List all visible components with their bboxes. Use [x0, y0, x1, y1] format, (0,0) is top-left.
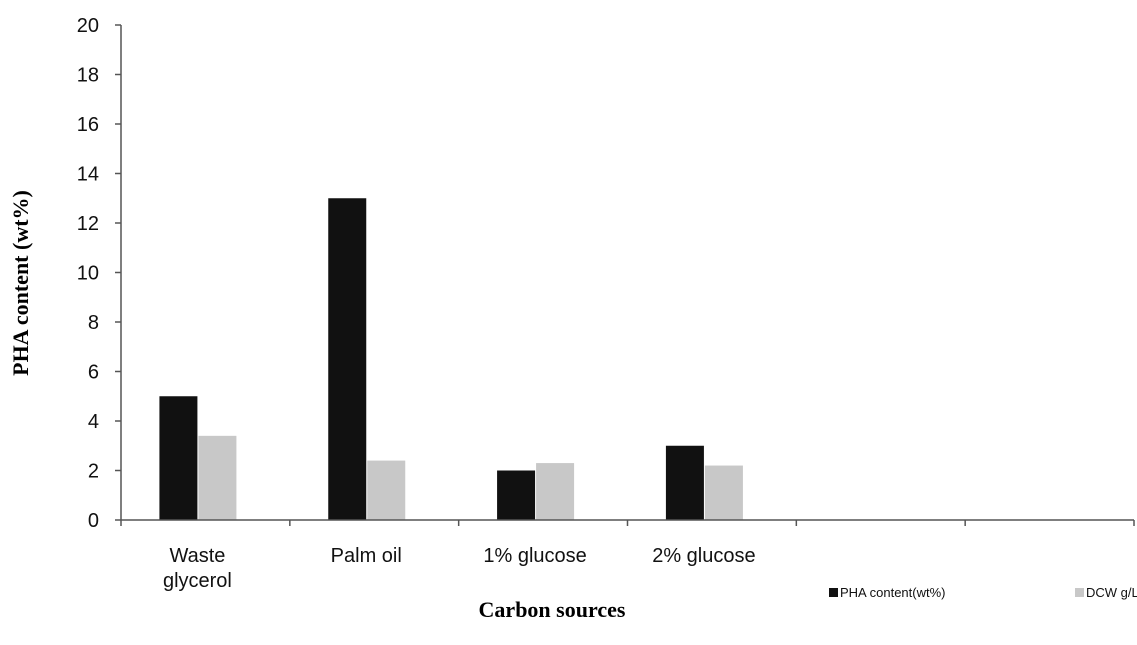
category-label: glycerol	[163, 570, 232, 592]
y-tick-label: 8	[88, 312, 99, 334]
category-label: Palm oil	[331, 545, 402, 567]
legend: PHA content(wt%) DCW g/L	[829, 585, 1137, 600]
category-label: 1% glucose	[483, 545, 586, 567]
bar-pha	[159, 396, 198, 520]
y-axis-title: PHA content (wt%)	[8, 190, 33, 376]
legend-label-dcw: DCW g/L	[1086, 585, 1137, 600]
legend-swatch-pha	[829, 588, 838, 597]
bar-pha	[497, 470, 536, 520]
bar-dcw	[198, 435, 237, 520]
legend-swatch-dcw	[1075, 588, 1084, 597]
category-labels-group: Waste glycerol Palm oil 1% glucose 2% glucos…	[163, 545, 756, 592]
y-tick-label: 4	[88, 411, 99, 433]
y-tick-label: 10	[77, 263, 99, 285]
x-axis-title: Carbon sources	[479, 597, 626, 622]
bars-group	[159, 198, 743, 520]
bar-pha	[328, 198, 367, 520]
y-tick-label: 0	[88, 510, 99, 532]
bar-dcw	[704, 465, 743, 520]
y-tick-label: 6	[88, 362, 99, 384]
y-tick-label: 16	[77, 114, 99, 136]
y-ticks-group: 0 2 4 6 8 10 12 14 16 18 20	[77, 15, 121, 532]
category-label: Waste	[169, 545, 225, 567]
bar-dcw	[367, 460, 406, 520]
category-label: 2% glucose	[652, 545, 755, 567]
y-tick-label: 18	[77, 65, 99, 87]
bar-dcw	[536, 463, 575, 520]
axes-group	[120, 25, 1135, 526]
legend-label-pha: PHA content(wt%)	[840, 585, 946, 600]
y-tick-label: 20	[77, 15, 99, 37]
y-tick-label: 14	[77, 164, 99, 186]
y-tick-label: 2	[88, 461, 99, 483]
bar-pha	[665, 445, 704, 520]
y-tick-label: 12	[77, 213, 99, 235]
